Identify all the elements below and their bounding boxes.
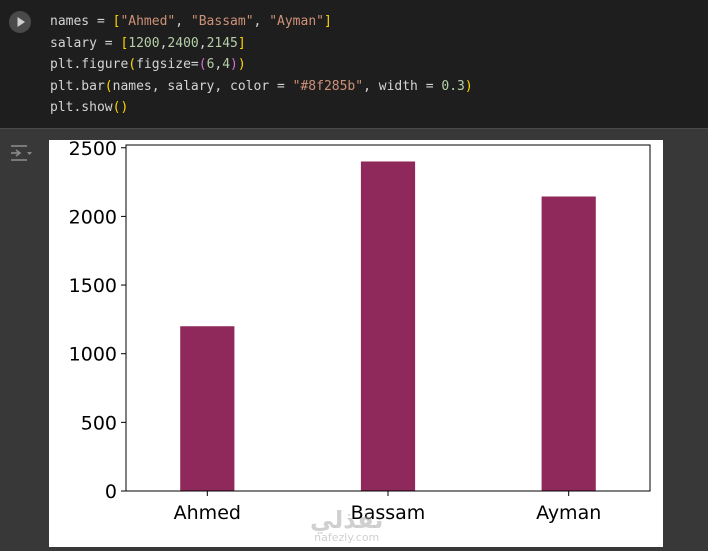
code-token: , bbox=[175, 14, 191, 29]
code-token: names = bbox=[50, 14, 113, 29]
code-token: ( bbox=[104, 78, 113, 94]
y-tick-label: 1500 bbox=[69, 275, 117, 297]
y-tick-label: 2000 bbox=[69, 206, 117, 228]
code-token: "Ayman" bbox=[269, 14, 324, 29]
code-token: ( bbox=[128, 57, 137, 72]
code-token: ) bbox=[464, 78, 473, 94]
code-token: ) bbox=[237, 57, 246, 72]
code-token: ) bbox=[230, 57, 238, 72]
code-token: plt.bar bbox=[50, 78, 105, 94]
code-token: ] bbox=[323, 14, 332, 29]
code-token: , bbox=[198, 35, 207, 51]
code-token: , bbox=[214, 57, 223, 72]
y-tick-label: 500 bbox=[81, 412, 117, 434]
code-token: 2145 bbox=[206, 35, 238, 51]
bar-ahmed bbox=[180, 326, 235, 491]
bar-ayman bbox=[541, 196, 596, 491]
code-token: () bbox=[112, 100, 129, 115]
code-token: figsize= bbox=[136, 57, 199, 72]
x-tick-label: Ahmed bbox=[174, 502, 241, 524]
code-line: plt.show() bbox=[50, 97, 473, 119]
code-token: "Bassam" bbox=[190, 14, 254, 29]
code-token: plt.figure bbox=[50, 57, 129, 72]
code-token: , bbox=[253, 14, 270, 29]
chart-figure: 0 500 1000 1500 2000 2500 Ahmed Bassam Ayman bbox=[49, 140, 663, 547]
code-token: salary = bbox=[50, 35, 121, 51]
code-token: 6 bbox=[206, 57, 215, 72]
x-tick-label: Ayman bbox=[536, 502, 601, 524]
code-token: 0.3 bbox=[441, 78, 465, 94]
code-token: [ bbox=[112, 14, 121, 29]
y-tick-label: 0 bbox=[105, 481, 117, 503]
x-tick-label: Bassam bbox=[351, 502, 426, 524]
play-icon bbox=[17, 17, 25, 27]
run-cell-button[interactable] bbox=[9, 11, 31, 33]
code-line: names = ["Ahmed", "Bassam", "Ayman"] bbox=[50, 11, 473, 33]
code-token: , width = bbox=[363, 78, 442, 94]
code-token: "Ahmed" bbox=[120, 14, 176, 29]
code-token: 4 bbox=[222, 57, 231, 72]
bar-chart: 0 500 1000 1500 2000 2500 Ahmed Bassam Ayman bbox=[69, 140, 651, 524]
code-line: salary = [1200,2400,2145] bbox=[50, 33, 473, 55]
code-line: plt.figure(figsize=(6,4)) bbox=[50, 54, 473, 76]
output-toggle-icon[interactable] bbox=[9, 142, 33, 162]
code-token: 1200 bbox=[128, 35, 160, 51]
code-token: ( bbox=[198, 57, 207, 72]
code-cell[interactable]: names = ["Ahmed", "Bassam", "Ayman"] sala… bbox=[0, 0, 708, 128]
code-token: "#8f285b" bbox=[292, 78, 364, 94]
code-line: plt.bar(names, salary, color = "#8f285b"… bbox=[50, 76, 473, 98]
code-token: plt.show bbox=[50, 100, 113, 115]
code-token: 2400 bbox=[167, 35, 199, 51]
code-token: names, salary, color = bbox=[112, 78, 293, 94]
y-tick-label: 1000 bbox=[69, 344, 117, 366]
bar-bassam bbox=[360, 161, 416, 491]
output-area: 0 500 1000 1500 2000 2500 Ahmed Bassam Ayman bbox=[0, 128, 708, 551]
code-token: , bbox=[159, 35, 168, 51]
code-token: [ bbox=[120, 35, 129, 51]
code-editor[interactable]: names = ["Ahmed", "Bassam", "Ayman"] sala… bbox=[50, 11, 473, 119]
y-tick-label: 2500 bbox=[69, 140, 117, 160]
code-token: ] bbox=[237, 35, 246, 51]
